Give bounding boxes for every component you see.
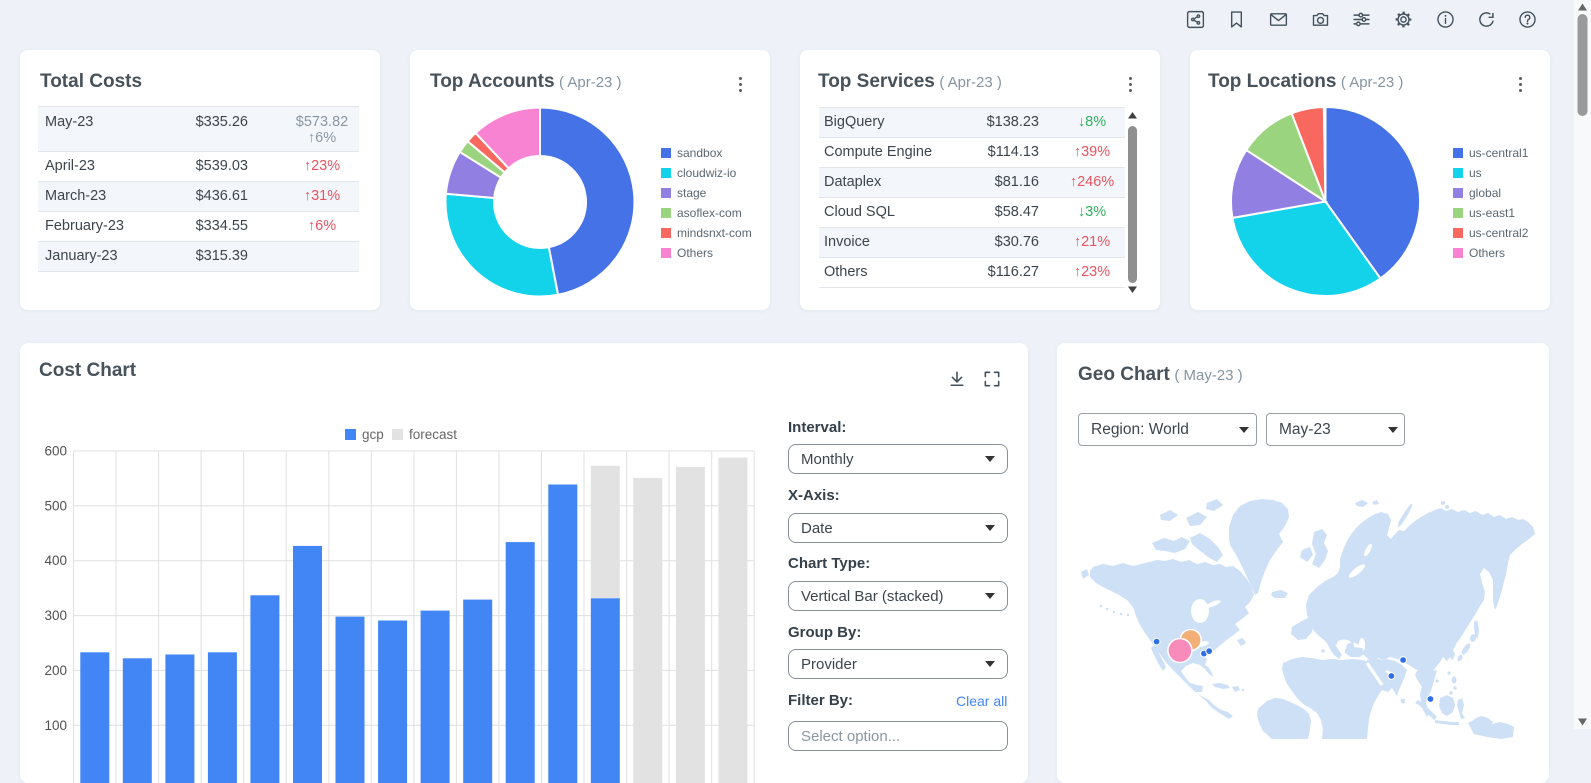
svg-text:200: 200 bbox=[44, 663, 67, 678]
svg-text:300: 300 bbox=[44, 608, 67, 623]
svg-text:gcp: gcp bbox=[362, 427, 384, 442]
svg-text:500: 500 bbox=[44, 498, 67, 513]
svg-text:forecast: forecast bbox=[409, 427, 457, 442]
svg-text:100: 100 bbox=[44, 718, 67, 733]
svg-text:400: 400 bbox=[44, 553, 67, 568]
svg-text:600: 600 bbox=[44, 444, 67, 459]
